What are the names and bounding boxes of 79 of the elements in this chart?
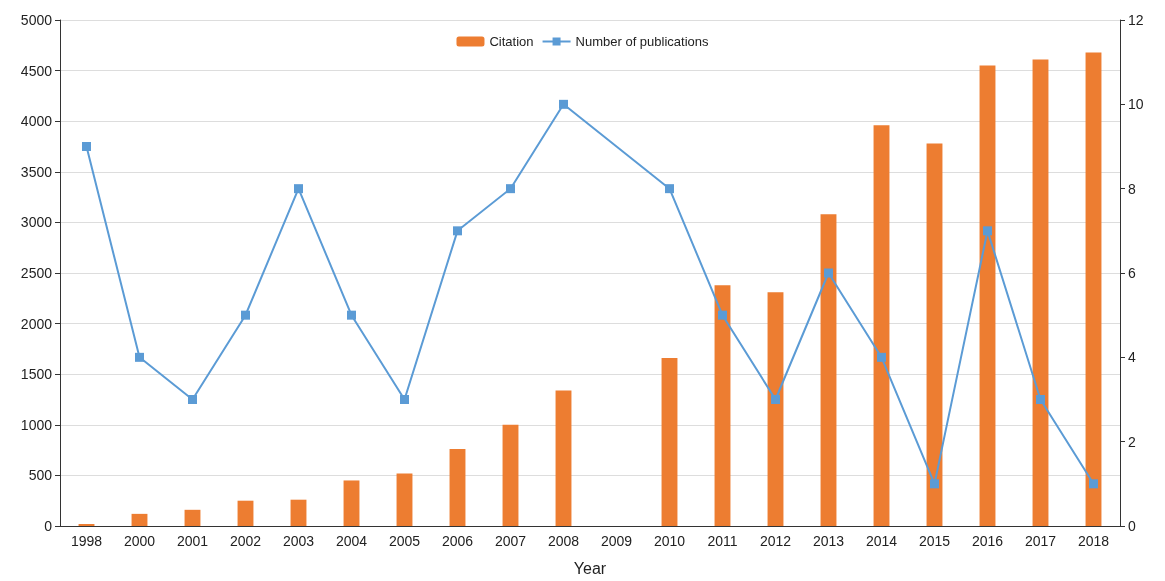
bar — [396, 473, 413, 526]
y-tick-label: 0 — [44, 518, 53, 534]
bar — [820, 214, 837, 526]
point — [241, 310, 250, 320]
y-tick-label: 5000 — [20, 12, 53, 28]
point — [135, 352, 144, 362]
bar — [290, 499, 307, 526]
point — [294, 184, 303, 194]
x-tick-label: 2012 — [759, 533, 792, 549]
y-tick-label: 1000 — [20, 416, 53, 433]
point — [718, 310, 727, 320]
point — [877, 352, 886, 362]
x-tick-label: 2017 — [1024, 533, 1057, 549]
y2-tick-label: 4 — [1128, 349, 1136, 366]
x-tick-label: 2018 — [1077, 533, 1110, 549]
y2-tick-label: 2 — [1128, 433, 1136, 450]
x-tick-label: 2004 — [335, 533, 368, 549]
legend-label: Citation — [489, 34, 534, 49]
x-tick-label: 2010 — [653, 533, 686, 549]
bar — [184, 509, 201, 526]
bar — [449, 449, 466, 526]
x-tick-label: 2003 — [282, 533, 315, 549]
bar — [131, 513, 148, 526]
bar — [555, 390, 572, 526]
bar — [1085, 52, 1102, 526]
y2-tick-label: 8 — [1128, 180, 1136, 197]
point — [559, 99, 568, 109]
y-tick-label: 500 — [28, 467, 53, 484]
y-tick-label: 4500 — [20, 62, 53, 79]
x-tick-label: 2015 — [918, 533, 951, 549]
y-tick-label: 4000 — [20, 113, 53, 130]
y-tick-label: 1500 — [20, 366, 53, 383]
x-tick-label: 2006 — [441, 533, 474, 549]
point — [1036, 395, 1045, 404]
x-tick-label: 2016 — [971, 533, 1004, 549]
point — [983, 226, 992, 236]
legend-label: Number of publications — [575, 34, 710, 49]
y-tick-label: 2500 — [20, 265, 53, 281]
bar — [1032, 59, 1049, 526]
y2-tick-label: 12 — [1128, 12, 1144, 28]
y2-tick-label: 6 — [1128, 265, 1136, 281]
point — [453, 226, 462, 236]
x-tick-label: 2014 — [865, 533, 898, 549]
bar — [343, 480, 360, 526]
point — [771, 395, 780, 404]
x-tick-label: 2011 — [707, 533, 738, 549]
x-tick-label: 2013 — [812, 533, 845, 549]
bar — [979, 65, 996, 526]
y2-tick-label: 10 — [1128, 96, 1144, 113]
point — [930, 479, 939, 489]
point — [82, 142, 91, 151]
bar — [714, 285, 731, 526]
y-tick-label: 2000 — [20, 315, 53, 332]
x-tick-label: 2008 — [547, 533, 580, 549]
bar — [78, 523, 95, 526]
point — [506, 184, 515, 194]
point — [665, 184, 674, 194]
x-tick-label: 2001 — [176, 533, 209, 549]
x-tick-label: 2007 — [494, 533, 527, 549]
x-tick-label: 2005 — [388, 533, 421, 549]
bar — [237, 500, 254, 526]
x-tick-label: 2002 — [229, 533, 262, 549]
bar — [502, 424, 519, 526]
x-tick-label: 1998 — [70, 533, 103, 549]
point — [824, 268, 833, 278]
y-tick-label: 3500 — [20, 163, 53, 180]
x-axis-title: Year — [573, 559, 607, 577]
bar — [873, 125, 890, 526]
y-tick-label: 3000 — [20, 214, 53, 231]
y2-tick-label: 0 — [1128, 518, 1136, 534]
x-tick-label: 2009 — [600, 533, 633, 549]
point — [188, 395, 197, 404]
point — [400, 395, 409, 404]
point — [347, 310, 356, 320]
bar — [926, 143, 943, 526]
bar — [661, 358, 678, 526]
x-tick-label: 2000 — [123, 533, 156, 549]
point — [1089, 479, 1098, 489]
bar — [767, 292, 784, 526]
